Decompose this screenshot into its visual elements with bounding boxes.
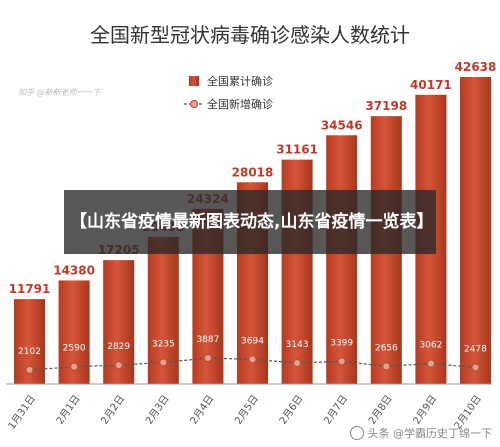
footer-watermark: 头条 @学霸历史丁绵一下 (349, 425, 493, 441)
bar-value-label: 42638 (455, 60, 497, 74)
toutiao-logo-icon (349, 426, 364, 440)
increase-markers-group (25, 353, 480, 375)
increase-marker-3 (159, 358, 168, 367)
bar-7 (326, 135, 358, 384)
footer-watermark-text: 头条 @学霸历史丁绵一下 (367, 427, 493, 440)
increase-marker-1 (70, 362, 79, 371)
increase-labels-group: 2102 2590 2829 3235 3887 3694 3143 3399 2656 3062… (18, 335, 487, 357)
increase-marker-9 (426, 359, 435, 368)
increase-value-label: 3399 (330, 338, 353, 348)
x-tick-label: 2月2日 (99, 393, 128, 427)
x-tick-label: 2月8日 (366, 393, 395, 427)
increase-marker-7 (337, 357, 346, 366)
legend: 全国累计确诊 全国新增确诊 (184, 74, 273, 111)
increase-value-label: 2478 (464, 344, 487, 354)
watermark-small: 知乎 @新新老师一一下 (18, 88, 103, 97)
increase-marker-0 (25, 365, 34, 375)
bar-value-label: 11791 (9, 282, 51, 296)
increase-marker-5 (248, 355, 257, 364)
legend-line-marker (190, 100, 198, 108)
increase-marker-8 (382, 362, 391, 371)
x-tick-label: 2月3日 (143, 393, 172, 427)
bar-value-label: 28018 (232, 165, 274, 179)
increase-marker-10 (471, 363, 480, 372)
increase-marker-4 (203, 353, 212, 363)
bar-value-label: 31161 (276, 143, 318, 157)
x-tick-label: 2月4日 (188, 393, 217, 427)
increase-value-label: 3694 (241, 336, 264, 346)
increase-value-label: 2102 (18, 347, 41, 357)
bar-value-label: 34546 (321, 118, 363, 132)
legend-bar-swatch (189, 76, 199, 86)
legend-line-label: 全国新增确诊 (207, 97, 273, 111)
x-tick-label: 2月9日 (411, 393, 440, 427)
bar-value-label: 37198 (365, 99, 407, 113)
bar-value-label: 14380 (53, 263, 95, 277)
bar-value-label: 40171 (410, 78, 452, 92)
increase-marker-6 (293, 358, 302, 368)
increase-marker-2 (114, 361, 123, 370)
increase-value-label: 3235 (152, 339, 175, 349)
chart-title: 全国新型冠状病毒确诊感染人数统计 (90, 23, 410, 47)
x-tick-label: 2月5日 (232, 393, 261, 427)
bar-10 (460, 77, 491, 384)
x-tick-label: 1月31日 (6, 393, 38, 432)
legend-bar-label: 全国累计确诊 (207, 74, 273, 88)
increase-value-label: 3887 (196, 335, 219, 345)
increase-line (29, 357, 476, 371)
increase-value-label: 2656 (375, 343, 398, 353)
x-tick-label: 2月7日 (322, 393, 351, 427)
increase-value-label: 2590 (63, 344, 86, 354)
increase-value-label: 3062 (419, 341, 442, 351)
increase-value-label: 2829 (107, 342, 130, 352)
x-tick-label: 2月1日 (54, 393, 83, 427)
x-tick-label: 2月6日 (277, 393, 306, 427)
increase-value-label: 3143 (286, 340, 309, 350)
overlay-banner[interactable]: 【山东省疫情最新图表动态,山东省疫情一览表】 (64, 190, 436, 254)
